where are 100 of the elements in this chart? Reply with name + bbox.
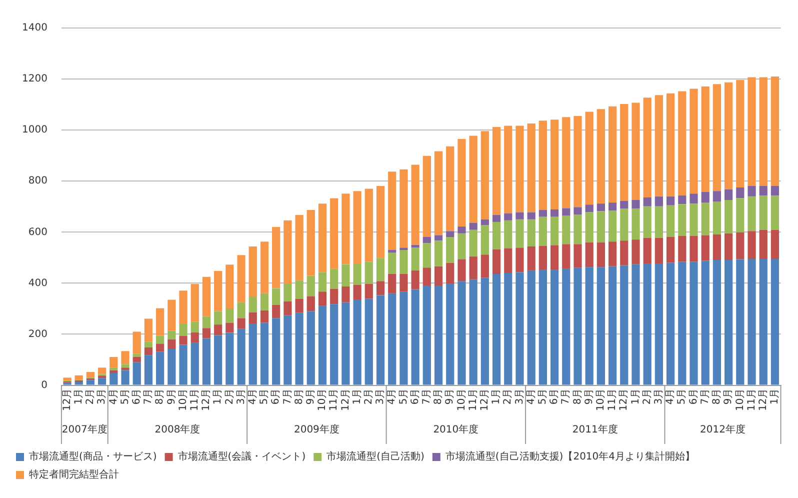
bar bbox=[458, 281, 466, 385]
bar bbox=[260, 310, 269, 323]
x-tick-label: 1月 bbox=[73, 388, 84, 405]
bar bbox=[678, 262, 686, 385]
bar bbox=[643, 206, 652, 238]
bar bbox=[701, 86, 710, 192]
x-tick-label: 5月 bbox=[538, 388, 549, 405]
bar bbox=[295, 215, 304, 280]
bar bbox=[608, 202, 617, 210]
bar bbox=[585, 204, 594, 212]
bar bbox=[144, 318, 153, 342]
text: 2007年度 bbox=[62, 424, 108, 436]
bar bbox=[550, 216, 559, 246]
x-tick-label: 9月 bbox=[584, 388, 595, 405]
bar bbox=[98, 376, 106, 378]
bar bbox=[284, 220, 292, 284]
bar bbox=[353, 300, 362, 385]
x-tick-label: 12月 bbox=[201, 388, 212, 412]
bar bbox=[318, 204, 327, 272]
bar bbox=[678, 204, 686, 236]
x-tick-label: 7月 bbox=[143, 388, 154, 405]
bar bbox=[632, 264, 640, 385]
bar bbox=[574, 268, 582, 385]
bar bbox=[342, 302, 350, 385]
x-tick-label: 10月 bbox=[456, 388, 468, 412]
bar bbox=[632, 208, 640, 240]
legend-label: 市場流通型(自己活動) bbox=[326, 450, 425, 463]
bar bbox=[411, 244, 420, 248]
bar bbox=[144, 348, 153, 356]
bar bbox=[272, 288, 280, 305]
bar bbox=[538, 270, 547, 385]
bar bbox=[632, 102, 640, 200]
bar bbox=[260, 293, 269, 311]
bar bbox=[690, 262, 698, 385]
bar bbox=[388, 252, 396, 274]
bar bbox=[608, 266, 617, 385]
bar bbox=[492, 274, 501, 385]
bar bbox=[527, 270, 536, 385]
bar bbox=[110, 356, 118, 368]
bar bbox=[190, 284, 199, 322]
bar bbox=[770, 196, 780, 230]
bar bbox=[248, 312, 257, 324]
bar bbox=[132, 356, 141, 362]
x-tick-label: 9月 bbox=[444, 388, 456, 405]
bar bbox=[585, 112, 594, 205]
bar bbox=[643, 197, 652, 206]
bar bbox=[712, 84, 722, 192]
bar bbox=[306, 276, 315, 296]
bar bbox=[574, 244, 582, 268]
x-tick-label: 7月 bbox=[282, 388, 294, 405]
x-tick-label: 10月 bbox=[734, 388, 746, 412]
bar bbox=[550, 270, 559, 385]
y-tick-label: 600 bbox=[28, 226, 48, 238]
bar bbox=[179, 344, 188, 385]
bar bbox=[202, 338, 211, 385]
bar bbox=[516, 212, 524, 220]
bar bbox=[736, 259, 744, 385]
bar bbox=[666, 196, 675, 206]
bar bbox=[620, 240, 628, 266]
bar bbox=[585, 242, 594, 268]
bar bbox=[156, 308, 164, 336]
bar bbox=[121, 364, 130, 368]
bar bbox=[608, 106, 617, 203]
bar bbox=[458, 139, 466, 227]
bar bbox=[179, 290, 188, 324]
bar bbox=[411, 248, 420, 270]
bar bbox=[724, 82, 733, 190]
bar bbox=[608, 210, 617, 242]
bar bbox=[202, 276, 211, 316]
bar bbox=[643, 98, 652, 198]
bar bbox=[492, 222, 501, 250]
bar bbox=[480, 254, 489, 278]
y-tick-label: 400 bbox=[28, 278, 48, 289]
legend-label: 特定者間完結型合計 bbox=[29, 468, 119, 481]
text: 2012年度 bbox=[700, 424, 746, 436]
bar bbox=[168, 300, 176, 331]
bar bbox=[666, 93, 675, 196]
x-tick-label: 3月 bbox=[236, 388, 247, 405]
bar bbox=[712, 191, 722, 202]
bar bbox=[516, 248, 524, 272]
x-tick-label: 12月 bbox=[62, 388, 73, 412]
bar bbox=[770, 230, 780, 259]
bar bbox=[284, 284, 292, 302]
x-tick-label: 8月 bbox=[433, 388, 444, 405]
bar bbox=[110, 368, 118, 370]
bar bbox=[306, 311, 315, 385]
bar bbox=[620, 265, 628, 385]
bar bbox=[400, 274, 408, 292]
bar bbox=[690, 194, 698, 204]
bar bbox=[550, 245, 559, 270]
bar bbox=[516, 126, 524, 212]
x-tick-label: 8月 bbox=[712, 388, 723, 405]
x-tick-label: 1月 bbox=[352, 388, 363, 405]
bar bbox=[284, 301, 292, 316]
bar bbox=[284, 315, 292, 385]
bar bbox=[504, 126, 512, 214]
bar bbox=[248, 324, 257, 385]
bar bbox=[411, 164, 420, 245]
bar bbox=[144, 355, 153, 385]
bar bbox=[690, 204, 698, 236]
